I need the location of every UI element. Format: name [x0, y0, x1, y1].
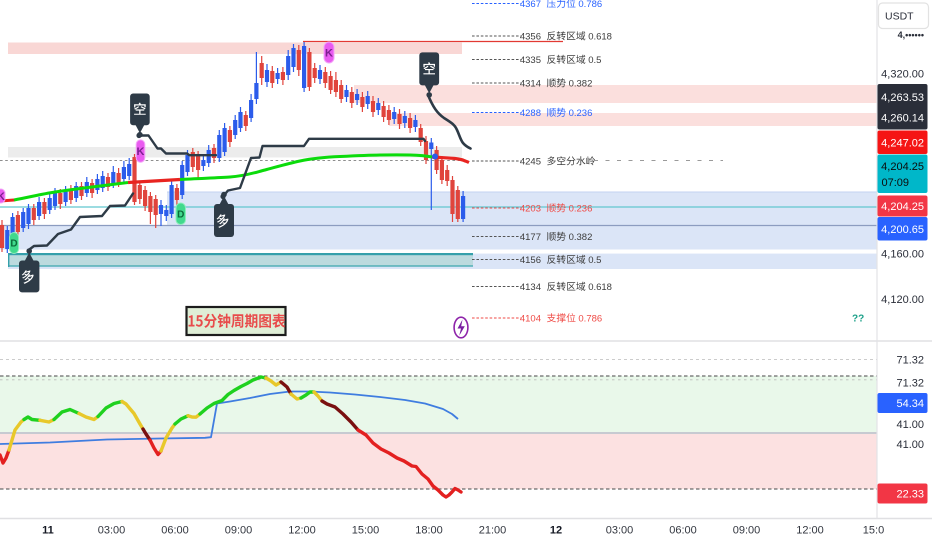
- svg-text:18:00: 18:00: [415, 525, 443, 537]
- svg-text:4,200.65: 4,200.65: [881, 224, 924, 236]
- svg-text:22.33: 22.33: [896, 489, 924, 501]
- svg-text:41.00: 41.00: [896, 439, 924, 451]
- svg-text:71.32: 71.32: [896, 378, 924, 390]
- svg-text:4245: 4245: [520, 157, 541, 168]
- svg-text:4,160.00: 4,160.00: [881, 249, 924, 261]
- svg-text:4203: 4203: [520, 204, 541, 215]
- svg-text:09:00: 09:00: [225, 525, 253, 537]
- svg-text:USDT: USDT: [885, 11, 914, 23]
- svg-text:D: D: [10, 239, 17, 250]
- svg-text:11: 11: [42, 525, 54, 537]
- svg-text:4,204.25: 4,204.25: [881, 161, 924, 173]
- svg-text:0.382: 0.382: [569, 79, 593, 90]
- svg-text:0.382: 0.382: [569, 232, 593, 243]
- svg-text:4356: 4356: [520, 32, 541, 43]
- svg-text:12:00: 12:00: [796, 525, 824, 537]
- svg-text:0.618: 0.618: [588, 32, 612, 43]
- svg-text:03:00: 03:00: [98, 525, 126, 537]
- svg-text:0.786: 0.786: [578, 0, 602, 10]
- svg-text:0.236: 0.236: [569, 108, 593, 119]
- svg-text:4134: 4134: [520, 282, 541, 293]
- svg-text:54.34: 54.34: [896, 398, 924, 410]
- svg-text:06:00: 06:00: [161, 525, 189, 537]
- svg-text:0.786: 0.786: [578, 314, 602, 325]
- svg-text:4335: 4335: [520, 55, 541, 66]
- svg-text:4367: 4367: [520, 0, 541, 10]
- svg-text:4,••••••: 4,••••••: [898, 30, 924, 40]
- svg-text:07:09: 07:09: [881, 177, 909, 189]
- svg-text:4314: 4314: [520, 79, 541, 90]
- svg-text:4104: 4104: [520, 314, 541, 325]
- svg-text:D: D: [177, 209, 184, 220]
- svg-text:12: 12: [550, 525, 562, 537]
- svg-text:4,320.00: 4,320.00: [881, 69, 924, 81]
- svg-text:4156: 4156: [520, 255, 541, 266]
- svg-text:4,260.14: 4,260.14: [881, 113, 924, 125]
- svg-text:4177: 4177: [520, 232, 541, 243]
- svg-text:03:00: 03:00: [606, 525, 634, 537]
- svg-text:21:00: 21:00: [479, 525, 507, 537]
- svg-text:41.00: 41.00: [896, 419, 924, 431]
- svg-text:??: ??: [852, 314, 864, 325]
- svg-text:09:00: 09:00: [733, 525, 761, 537]
- svg-text:12:00: 12:00: [288, 525, 316, 537]
- svg-text:4,204.25: 4,204.25: [881, 201, 924, 213]
- svg-text:71.32: 71.32: [896, 355, 924, 367]
- svg-text:K: K: [325, 48, 333, 60]
- svg-text:K: K: [0, 191, 5, 203]
- svg-text:0.5: 0.5: [588, 255, 601, 266]
- svg-text:0.5: 0.5: [588, 55, 601, 66]
- svg-text:K: K: [137, 146, 145, 158]
- svg-text:4,247.02: 4,247.02: [881, 138, 924, 150]
- svg-text:06:00: 06:00: [669, 525, 697, 537]
- svg-text:0.618: 0.618: [588, 282, 612, 293]
- svg-text:4288: 4288: [520, 108, 541, 119]
- svg-text:4,120.00: 4,120.00: [881, 294, 924, 306]
- svg-text:15:0: 15:0: [863, 525, 884, 537]
- svg-text:15:00: 15:00: [352, 525, 380, 537]
- svg-text:0.236: 0.236: [569, 204, 593, 215]
- svg-text:4,263.53: 4,263.53: [881, 92, 924, 104]
